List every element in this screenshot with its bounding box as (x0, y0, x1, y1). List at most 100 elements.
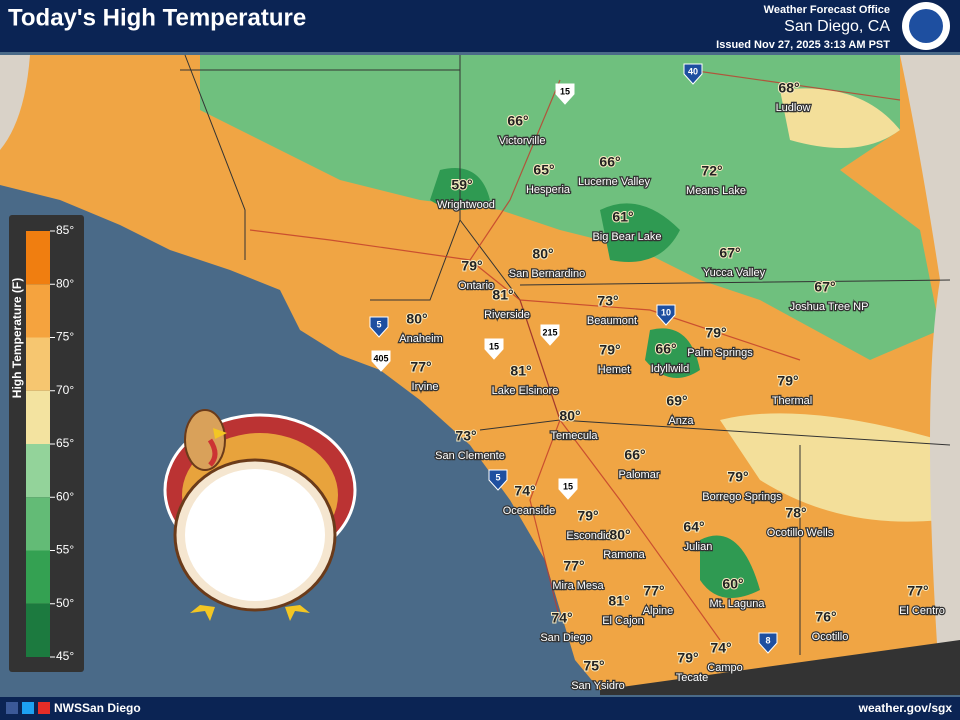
city-name: Lucerne Valley (578, 176, 650, 188)
city-name: Anaheim (399, 333, 442, 345)
social-handle: NWSSan Diego (54, 701, 141, 715)
city-temp: 60° (722, 576, 743, 592)
highway-shield (555, 83, 575, 105)
city-name: Borrego Springs (702, 491, 782, 503)
city-name: Irvine (412, 381, 439, 393)
city-temp: 81° (608, 593, 629, 609)
city-name: Mira Mesa (552, 580, 604, 592)
mexico (600, 640, 960, 695)
city-temp: 77° (643, 583, 664, 599)
city-name: San Ysidro (571, 680, 625, 692)
city-name: Mt. Laguna (709, 598, 765, 610)
city-temp: 75° (583, 658, 604, 674)
city-temp: 66° (624, 447, 645, 463)
highway-number: 5 (376, 319, 381, 329)
city-temp: 79° (727, 469, 748, 485)
city-temp: 72° (701, 163, 722, 179)
city-temp: 79° (705, 325, 726, 341)
highway-number: 215 (542, 327, 557, 337)
mountains (430, 168, 760, 598)
terrain (0, 55, 30, 150)
legend-tick-label: 55° (56, 543, 74, 557)
legend-band (26, 497, 50, 551)
city-temp: 81° (510, 363, 531, 379)
legend-band (26, 444, 50, 498)
city-temp: 77° (563, 558, 584, 574)
city-name: Hemet (598, 364, 630, 376)
city-name: San Diego (540, 632, 591, 644)
highway-number: 8 (765, 635, 770, 645)
legend-band (26, 603, 50, 657)
city-name: Julian (684, 541, 713, 553)
city-name: San Bernardino (509, 268, 585, 280)
legend-tick-label: 60° (56, 489, 74, 503)
terrain (900, 55, 960, 690)
city-name: Escondido (566, 530, 617, 542)
city-temp: 80° (406, 311, 427, 327)
city-name: El Centro (899, 605, 945, 617)
city-name: Riverside (484, 309, 530, 321)
city-temp: 69° (666, 393, 687, 409)
highway-shield (371, 350, 391, 372)
city-temp: 79° (677, 650, 698, 666)
city-name: Yucca Valley (703, 267, 766, 279)
city-temp: 79° (777, 373, 798, 389)
city-temp: 66° (655, 341, 676, 357)
city-temp: 74° (514, 483, 535, 499)
city-name: Hesperia (526, 184, 571, 196)
highway-shield (488, 469, 508, 491)
legend-tick-label: 70° (56, 383, 74, 397)
city-name: San Clemente (435, 450, 505, 462)
highway-shield (369, 316, 389, 338)
highway-shield (540, 324, 560, 346)
facebook-icon[interactable] (6, 702, 18, 714)
city-temp: 77° (907, 583, 928, 599)
city-temp: 68° (778, 80, 799, 96)
cool-region (200, 55, 940, 360)
highway-shield (758, 632, 778, 654)
highway-shield (484, 338, 504, 360)
office: San Diego, CA (784, 18, 890, 35)
city-name: Ocotillo (812, 631, 849, 643)
city-temp: 74° (710, 640, 731, 656)
city-name: Joshua Tree NP (790, 301, 869, 313)
highway-number: 405 (373, 353, 388, 363)
city-temp: 79° (599, 342, 620, 358)
office-line: Weather Forecast Office (764, 4, 890, 16)
legend-scale: 85° 80° 75° 70° 65° 60° 55° 50° 45° (26, 223, 74, 663)
highway-number: 15 (489, 341, 499, 351)
url[interactable]: weather.gov/sgx (858, 701, 953, 715)
legend-band (26, 390, 50, 444)
city-temp: 77° (410, 359, 431, 375)
city-temp: 76° (815, 609, 836, 625)
legend-tick-label: 45° (56, 649, 74, 663)
city-temp: 80° (532, 246, 553, 262)
city-name: Palomar (619, 469, 660, 481)
city-name: Thermal (772, 395, 812, 407)
legend-tick-label: 85° (56, 223, 74, 237)
city-name: Campo (707, 662, 742, 674)
city-temp: 64° (683, 519, 704, 535)
highway-number: 10 (661, 307, 671, 317)
city-temp: 79° (577, 508, 598, 524)
highway-shield (683, 63, 703, 85)
city-temp: 59° (451, 177, 472, 193)
issued: Issued Nov 27, 2025 3:13 AM PST (716, 39, 890, 51)
youtube-icon[interactable] (38, 702, 50, 714)
turkey (163, 409, 357, 621)
city-temp: 66° (599, 154, 620, 170)
city-temp: 80° (609, 527, 630, 543)
city-name: Oceanside (503, 505, 556, 517)
twitter-icon[interactable] (22, 702, 34, 714)
city-name: Tecate (676, 672, 708, 684)
city-name: Big Bear Lake (592, 231, 661, 243)
city-temp: 66° (507, 113, 528, 129)
city-name: Temecula (550, 430, 598, 442)
footer-bar (0, 697, 960, 720)
city-name: El Cajon (602, 615, 644, 627)
city-temp: 65° (533, 162, 554, 178)
city-temp: 67° (814, 279, 835, 295)
legend-band (26, 284, 50, 338)
